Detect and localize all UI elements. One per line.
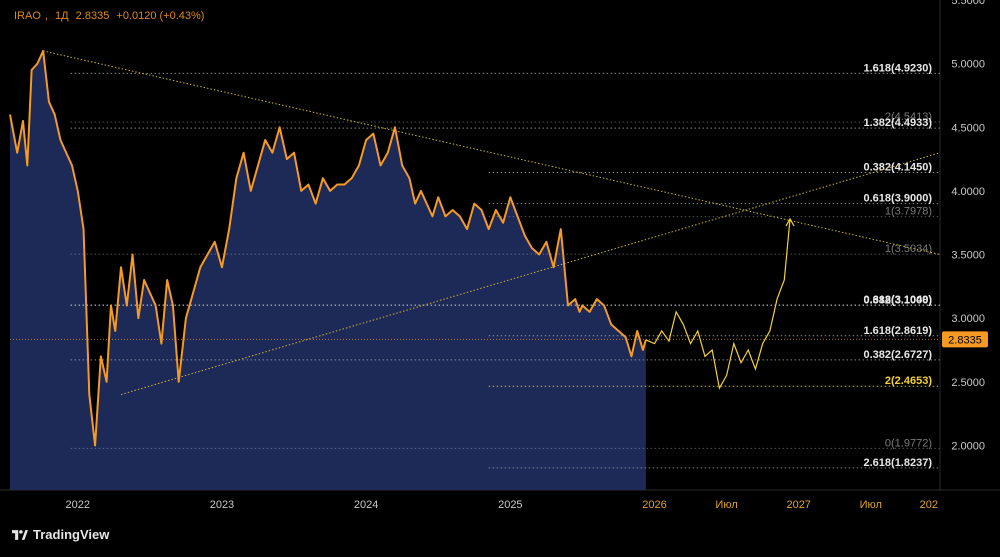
upper-trendline[interactable] (43, 50, 941, 256)
fib-level-label: 1.618(2.8619) (864, 325, 933, 337)
fib-level-label: 1.618(4.9230) (864, 62, 933, 74)
tradingview-logo-icon (12, 529, 28, 540)
lower-trendline[interactable] (120, 152, 941, 396)
projection-arrowhead-icon (785, 217, 795, 227)
price-axis-tick: 2.0000 (951, 440, 985, 452)
time-axis-label: 2022 (66, 499, 90, 511)
interval-label[interactable]: 1Д (55, 10, 69, 22)
fib-level-label: 1.382(4.4933) (864, 117, 933, 129)
price-axis-tick: 4.5000 (951, 122, 985, 134)
time-axis-label: 2025 (498, 499, 522, 511)
fib-level-label: 0.382(2.6727) (864, 349, 933, 361)
time-axis-label: 202 (920, 499, 938, 511)
current-price-badge[interactable] (942, 331, 988, 348)
fib-level-label: 0.618(3.9000) (864, 193, 933, 205)
time-axis-label: Июл (715, 499, 737, 511)
fib-level-label: 1(3.5034) (885, 243, 932, 255)
time-axis-label: 2026 (642, 499, 666, 511)
fib-level-label: 2.618(1.8237) (864, 457, 933, 469)
last-price: 2.8335 (75, 10, 110, 22)
price-axis-tick: 5.0000 (951, 59, 985, 71)
fib-level-label: 0.382(3.1000) (864, 294, 933, 306)
time-axis-label: 2027 (786, 499, 810, 511)
fib-level-label: 0.618(3.1049) (864, 294, 933, 306)
price-axis-tick: 4.0000 (951, 186, 985, 198)
fib-level-label: 0(1.9772) (885, 437, 932, 449)
price-axis-tick: 3.0000 (951, 313, 985, 325)
time-axis-label: 2023 (210, 499, 234, 511)
price-change: +0.0120 (+0.43%) (116, 10, 205, 22)
time-axis-label: 2024 (354, 499, 378, 511)
symbol-header: IRAO, 1Д 2.8335 +0.0120 (+0.43%) (14, 10, 208, 22)
fib-level-label: 2(4.5413) (885, 111, 932, 123)
separator: , (44, 10, 48, 22)
fib-level-label: 2(2.4653) (885, 375, 932, 387)
price-axis-tick: 3.5000 (951, 250, 985, 262)
tradingview-logo[interactable]: TradingView (12, 527, 109, 542)
brand-name: TradingView (33, 527, 110, 542)
price-axis-tick: 5.5000 (951, 0, 985, 7)
price-line[interactable] (9, 49, 647, 447)
price-axis-tick: 2.5000 (951, 377, 985, 389)
projection-path[interactable] (645, 218, 791, 390)
fib-level-label: 1(3.7978) (885, 206, 932, 218)
symbol-name[interactable]: IRAO (14, 10, 41, 22)
fib-level-label: 0.382(4.1450) (864, 161, 933, 173)
time-axis-label: Июл (860, 499, 882, 511)
current-price-badge-text: 2.8335 (948, 334, 982, 346)
